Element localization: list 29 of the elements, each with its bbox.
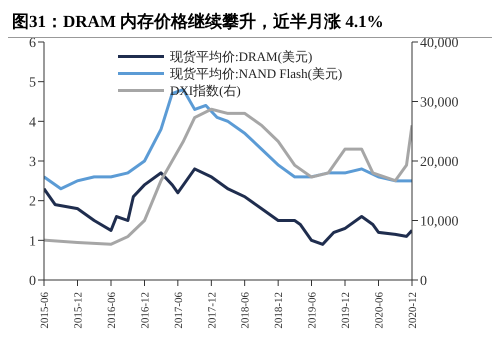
y-tick-label: 5: [29, 76, 36, 91]
x-tick-label: 2018-12: [273, 292, 286, 329]
x-tick-label: 2016-12: [140, 292, 152, 329]
x-tick-label: 2018-06: [240, 292, 252, 329]
x-tick-label: 2020-12: [407, 292, 419, 329]
chart-title: 图31：DRAM 内存价格继续攀升，近半月涨 4.1%: [12, 12, 384, 31]
line-series: [44, 167, 412, 246]
x-tick-label: 2015-06: [39, 292, 51, 329]
x-tick-label: 2015-12: [72, 292, 85, 329]
y2-tick-label: 40,000: [420, 36, 458, 51]
line-series: [44, 108, 412, 246]
y2-tick-label: 20,000: [420, 154, 458, 170]
y-tick-label: 4: [29, 115, 36, 130]
y-tick-label: 2: [29, 194, 36, 210]
x-tick-label: 2020-06: [373, 292, 386, 329]
y-tick-label: 0: [29, 274, 36, 289]
y-tick-label: 3: [29, 154, 36, 170]
y2-tick-label: 10,000: [420, 214, 458, 230]
legend-label: 现货平均价:NAND Flash(美元): [170, 65, 342, 82]
y2-tick-label: 0: [420, 274, 427, 289]
legend-label: 现货平均价:DRAM(美元): [170, 48, 312, 65]
x-tick-label: 2019-06: [306, 292, 318, 329]
x-tick-label: 2017-12: [206, 292, 218, 329]
y-tick-label: 6: [29, 36, 36, 51]
x-tick-label: 2019-12: [340, 292, 352, 329]
y-tick-label: 1: [29, 234, 36, 250]
x-tick-label: 2016-06: [106, 292, 118, 329]
x-tick-label: 2017-06: [172, 292, 185, 329]
y2-tick-label: 30,000: [420, 95, 458, 110]
